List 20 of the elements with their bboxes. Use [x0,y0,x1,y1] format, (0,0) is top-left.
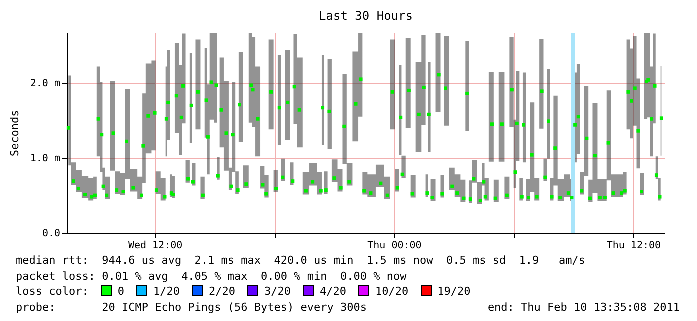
x-tick-label: Thu 12:00 [606,240,662,252]
text: packet loss: 0.01 % avg 4.05 % max 0.00 % min 0.00 % now [16,270,407,282]
y-tick-label: 2.0 m [30,78,60,90]
text: end: Thu Feb 10 13:35:08 2011 [488,300,680,315]
text: loss color: [16,285,89,298]
text: 2/20 [208,285,236,298]
text: probe: 20 ICMP Echo Pings (56 Bytes) every 300s [16,300,367,314]
y-tick-label: 1.0 m [30,154,60,165]
text: 4/20 [320,285,346,298]
y-axis-title: Seconds [8,110,22,157]
y-tick-label: 0.0 [42,228,60,240]
text: 0 [118,285,124,298]
text: median rtt: 944.6 us avg 2.1 ms max 420.0 us min 1.5 ms now 0.5 ms sd 1.9 am/s [16,254,586,267]
text: 10/20 [375,285,409,298]
x-tick-label: Thu 00:00 [368,240,422,252]
text: 19/20 [438,285,471,298]
text: 3/20 [264,285,291,298]
chart-title: Last 30 Hours [319,9,413,23]
x-tick-label: Wed 12:00 [128,240,183,252]
text: 1/20 [153,285,180,298]
